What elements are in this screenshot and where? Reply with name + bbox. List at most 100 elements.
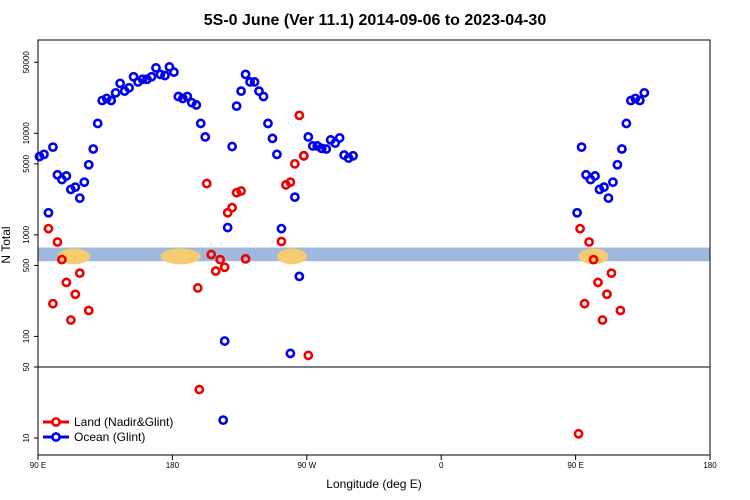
land-point xyxy=(593,277,603,288)
ocean-point xyxy=(576,142,587,153)
land-point xyxy=(588,254,599,265)
x-tick-label: 90 E xyxy=(567,461,583,470)
ocean-point xyxy=(182,91,193,102)
ocean-point xyxy=(289,192,300,203)
legend: Land (Nadir&Glint)Ocean (Glint) xyxy=(43,415,173,444)
y-axis-label: N Total xyxy=(0,226,13,263)
ocean-point xyxy=(612,159,623,170)
land-point xyxy=(65,315,76,325)
land-point xyxy=(602,289,612,300)
land-point xyxy=(61,277,72,288)
land-point xyxy=(210,266,221,276)
land-point xyxy=(276,236,287,247)
land-point xyxy=(240,253,251,264)
ocean-point xyxy=(639,87,650,98)
land-point xyxy=(298,150,309,161)
land-point xyxy=(194,384,205,395)
y-tick-label: 50000 xyxy=(22,51,31,74)
ocean-point xyxy=(106,95,117,106)
ocean-point xyxy=(240,69,251,80)
x-tick-label: 180 xyxy=(166,461,180,470)
ocean-point xyxy=(195,118,206,129)
ocean-band xyxy=(38,247,710,262)
ocean-point xyxy=(200,132,211,142)
ocean-point xyxy=(160,70,170,81)
ocean-point xyxy=(110,87,121,98)
x-tick-label: 0 xyxy=(439,461,444,470)
ocean-point xyxy=(219,336,230,346)
ocean-point xyxy=(222,222,233,233)
ocean-point xyxy=(218,415,229,426)
y-tick-label: 100 xyxy=(22,329,31,343)
land-point xyxy=(285,177,296,188)
legend-ocean-label: Ocean (Glint) xyxy=(74,430,145,444)
ocean-point xyxy=(137,74,148,85)
ocean-point xyxy=(43,207,54,218)
land-point xyxy=(615,305,626,316)
data-points xyxy=(34,62,650,439)
ocean-point xyxy=(48,142,58,153)
ocean-point xyxy=(321,144,332,154)
legend-land-label: Land (Nadir&Glint) xyxy=(74,415,173,429)
ocean-point xyxy=(245,77,255,87)
ocean-point xyxy=(88,144,99,154)
land-point xyxy=(201,178,212,189)
ocean-point xyxy=(61,171,72,181)
ocean-point xyxy=(590,171,600,181)
land-mass xyxy=(276,248,307,265)
ocean-point xyxy=(603,193,614,204)
ocean-point xyxy=(316,143,327,154)
land-point xyxy=(219,262,230,273)
land-point xyxy=(215,254,226,265)
y-tick-label: 500 xyxy=(22,258,31,272)
land-point xyxy=(43,223,54,234)
land-point xyxy=(303,350,314,361)
land-point xyxy=(83,305,94,316)
x-tick-label: 180 xyxy=(703,461,717,470)
ocean-point xyxy=(572,207,582,218)
legend-ocean-marker xyxy=(51,432,61,442)
ocean-point xyxy=(285,348,296,359)
ocean-point xyxy=(599,182,609,193)
ocean-point xyxy=(249,77,260,87)
ocean-point xyxy=(70,182,81,193)
ocean-point xyxy=(294,271,305,282)
ocean-point xyxy=(155,69,166,80)
y-tick-label: 5000 xyxy=(22,154,31,172)
land-point xyxy=(289,158,300,169)
land-point xyxy=(236,186,246,196)
ocean-point xyxy=(39,149,49,160)
ocean-point xyxy=(616,144,627,154)
y-tick-label: 1000 xyxy=(22,225,31,243)
y-tick-label: 50 xyxy=(22,362,31,371)
ocean-point xyxy=(267,133,278,144)
land-point xyxy=(575,223,585,234)
x-tick-label: 90 E xyxy=(30,461,46,470)
land-point xyxy=(48,298,58,309)
ocean-point xyxy=(92,118,103,129)
land-point xyxy=(70,289,81,300)
y-tick-label: 10 xyxy=(22,433,31,442)
ocean-point xyxy=(79,177,90,188)
ocean-point xyxy=(115,78,126,89)
ocean-point xyxy=(236,86,246,97)
ocean-point xyxy=(227,141,238,152)
ocean-point xyxy=(258,91,269,102)
ocean-point xyxy=(348,150,358,161)
x-axis: 90 E 180 90 W 0 90 E 180 xyxy=(30,455,717,470)
ocean-point xyxy=(307,141,318,151)
land-point xyxy=(579,298,590,309)
x-axis-label: Longitude (deg E) xyxy=(326,477,421,491)
chart-title: 5S-0 June (Ver 11.1) 2014-09-06 to 2023-… xyxy=(204,12,547,29)
land-point xyxy=(52,237,63,247)
ocean-point xyxy=(191,100,202,110)
ocean-point xyxy=(334,133,345,143)
x-tick-label: 90 W xyxy=(297,461,316,470)
plot-frame xyxy=(37,39,711,456)
land-point xyxy=(584,237,594,247)
ocean-point xyxy=(151,63,161,73)
land-band xyxy=(38,247,710,265)
land-point xyxy=(606,268,617,279)
land-mass xyxy=(160,248,201,265)
